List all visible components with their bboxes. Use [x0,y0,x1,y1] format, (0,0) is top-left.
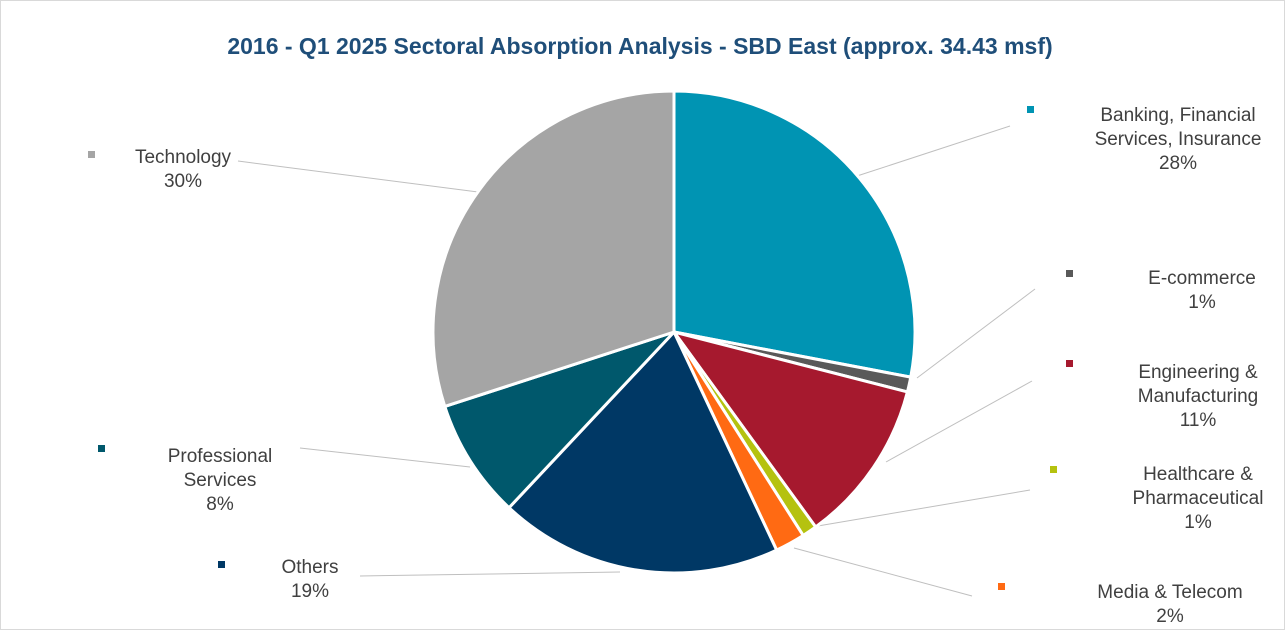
slice-label: Engineering & Manufacturing 11% [1138,362,1258,431]
slice-label: Media & Telecom 2% [1097,582,1242,627]
slice-name-label: Services, Insurance [1095,129,1262,150]
leader-line [237,160,479,193]
leader-line [885,380,1033,463]
slice-name-label: Others [281,557,338,578]
pie-slices [431,89,917,575]
legend-marker [1050,466,1057,473]
slice-label: Technology 30% [135,147,232,192]
leader-line [299,447,471,468]
slice-value-label: 2% [1156,606,1184,627]
pie-slice-others[interactable] [507,330,779,575]
legend-marker [1066,360,1073,367]
chart-title: 2016 - Q1 2025 Sectoral Absorption Analy… [227,33,1052,59]
leader-lines [237,125,1036,597]
slice-name-label: Media & Telecom [1097,582,1242,603]
slice-value-label: 11% [1180,410,1217,431]
slice-value-label: 1% [1184,512,1212,533]
slice-value-label: 30% [164,171,202,192]
slice-name-label: Services [184,470,257,491]
slice-name-label: Pharmaceutical [1133,488,1264,509]
slice-value-label: 8% [206,494,234,515]
slice-label: Healthcare & Pharmaceutical 1% [1133,464,1264,533]
slice-value-label: 1% [1188,292,1216,313]
slice-name-label: Technology [135,147,232,168]
slice-label: Banking, Financial Services, Insurance 28% [1095,105,1262,174]
legend-marker [218,561,225,568]
leader-line [359,571,621,577]
legend-marker [998,583,1005,590]
slice-name-label: Engineering & [1138,362,1258,383]
slice-name-label: Healthcare & [1143,464,1253,485]
slice-value-label: 19% [291,581,329,602]
slice-name-label: Manufacturing [1138,386,1258,407]
slice-labels: Banking, Financial Services, Insurance 28%… [88,105,1263,627]
leader-line [793,547,973,597]
legend-marker [98,445,105,452]
pie-slice-technology[interactable] [431,89,676,408]
slice-value-label: 28% [1159,153,1197,174]
slice-name-label: Professional [168,446,273,467]
slice-name-label: E-commerce [1148,268,1256,289]
leader-line [916,288,1036,379]
leader-line [856,125,1011,177]
legend-marker [1066,270,1073,277]
slice-name-label: Banking, Financial [1100,105,1255,126]
slice-label: E-commerce 1% [1148,268,1256,313]
pie-slice-professional-services[interactable] [443,330,676,510]
slice-label: Others 19% [281,557,338,602]
legend-marker [88,151,95,158]
leader-line [805,489,1031,529]
legend-marker [1027,106,1034,113]
slice-label: Professional Services 8% [168,446,273,515]
pie-slice-engineering-manufacturing[interactable] [672,330,909,529]
pie-slice-banking-financial-services-insurance[interactable] [672,89,917,379]
